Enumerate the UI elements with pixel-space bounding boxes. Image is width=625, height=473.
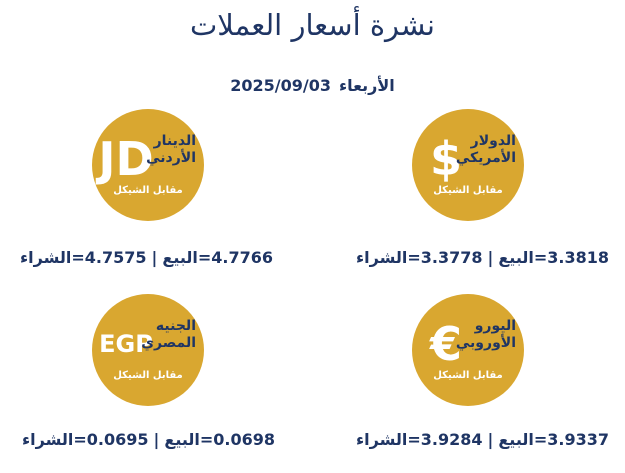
sell-label: البيع= [498, 248, 548, 267]
currency-name: الجنيه المصري [141, 318, 196, 352]
currency-symbol: $ [429, 132, 462, 186]
date: 2025/09/03 [230, 76, 331, 95]
buy-rate: 3.9284 [420, 430, 483, 449]
currency-subtitle: مقابل الشيكل [433, 185, 503, 196]
sell-rate: 3.3818 [547, 248, 609, 267]
currency-name: الدولار الأمريكي [456, 133, 516, 167]
buy-rate: 0.0695 [86, 430, 149, 449]
buy-rate: 4.7575 [84, 248, 147, 267]
currency-subtitle: مقابل الشيكل [433, 370, 503, 381]
currency-name-line: الجنيه [155, 318, 196, 334]
currency-badge: EGP الجنيه المصري مقابل الشيكل [92, 294, 204, 406]
day: الأربعاء [338, 76, 395, 95]
buy-label: الشراء= [355, 430, 421, 449]
sell-label: البيع= [498, 430, 548, 449]
currency-subtitle: مقابل الشيكل [113, 185, 183, 196]
sell-rate: 4.7766 [211, 248, 274, 267]
currency-name-line: الأردني [146, 150, 196, 166]
currency-name-line: الدولار [470, 133, 516, 149]
currency-name-line: الأوروبي [455, 335, 516, 351]
rate-line: الشراء= 4.7575 | البيع= 4.7766 [20, 248, 273, 267]
rate-line: الشراء= 3.3778 | البيع= 3.3818 [356, 248, 609, 267]
currency-name-line: المصري [141, 335, 196, 351]
rate-line: الشراء= 0.0695 | البيع= 0.0698 [22, 430, 275, 449]
currency-name: اليورو الأوروبي [456, 318, 516, 352]
separator: | [153, 430, 160, 449]
buy-label: الشراء= [355, 248, 421, 267]
sell-label: البيع= [164, 430, 214, 449]
buy-label: الشراء= [22, 430, 87, 449]
rate-line: الشراء= 3.9284 | البيع= 3.9337 [356, 430, 609, 449]
currency-symbol: JD [98, 132, 154, 186]
currency-badge: $ الدولار الأمريكي مقابل الشيكل [412, 109, 524, 221]
currency-name-line: الدينار [153, 133, 196, 149]
separator: | [487, 248, 494, 267]
currency-name-line: اليورو [474, 318, 516, 334]
sell-rate: 3.9337 [547, 430, 609, 449]
separator: | [487, 430, 494, 449]
buy-rate: 3.3778 [420, 248, 483, 267]
title: نشرة أسعار العملات [189, 8, 435, 42]
sell-rate: 0.0698 [213, 430, 276, 449]
currency-name-line: الأمريكي [455, 150, 516, 166]
currency-badge: € اليورو الأوروبي مقابل الشيكل [412, 294, 524, 406]
currency-badge: JD الدينار الأردني مقابل الشيكل [92, 109, 204, 221]
date-line: 2025/09/03 الأربعاء [0, 76, 625, 95]
separator: | [151, 248, 158, 267]
currency-symbol: € [429, 317, 462, 371]
buy-label: الشراء= [20, 248, 85, 267]
sell-label: البيع= [162, 248, 212, 267]
currency-subtitle: مقابل الشيكل [113, 370, 183, 381]
currency-name: الدينار الأردني [146, 133, 196, 167]
currency-symbol: EGP [99, 330, 153, 358]
